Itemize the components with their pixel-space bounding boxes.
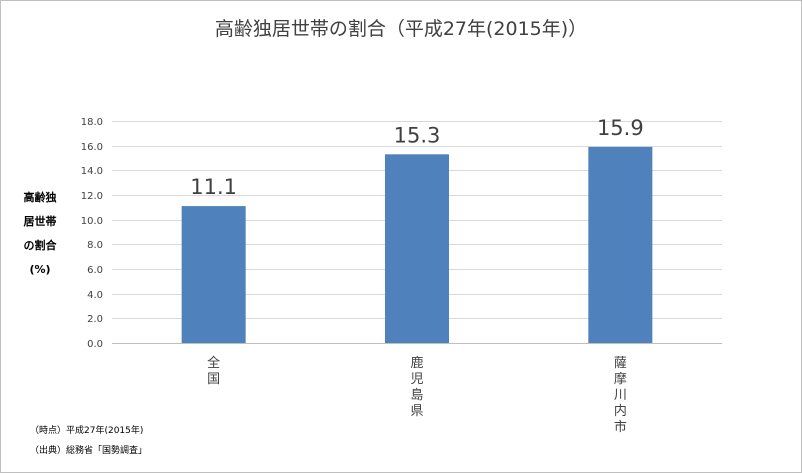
y-tick-label: 10.0 (81, 216, 103, 227)
x-category-label: 全国 (207, 355, 220, 387)
data-label: 15.9 (597, 116, 644, 140)
time-note: （時点）平成27年(2015年) (30, 426, 144, 436)
source-note: （出典）総務省「国勢調査」 (30, 446, 148, 456)
y-tick-label: 4.0 (87, 290, 103, 301)
y-tick-label: 0.0 (87, 339, 103, 350)
y-tick-label: 6.0 (87, 265, 103, 276)
y-axis-label-line: 高齢独 (23, 191, 57, 204)
bar (588, 146, 653, 343)
y-tick-label: 16.0 (81, 142, 103, 153)
x-category-label: 薩摩川内市 (614, 356, 627, 435)
y-axis-label-line: の割合 (23, 239, 57, 252)
y-tick-label: 18.0 (81, 117, 103, 128)
y-axis-label-line: (%) (29, 263, 51, 276)
y-tick-label: 2.0 (87, 314, 103, 325)
chart-title: 高齢独居世帯の割合（平成27年(2015年)） (214, 18, 588, 40)
y-tick-label: 12.0 (81, 191, 103, 202)
x-category-label: 鹿児島県 (410, 355, 423, 419)
chart-notes: （時点）平成27年(2015年) （出典）総務省「国勢調査」 (30, 421, 147, 461)
y-axis-label: 高齢独 居世帯 の割合 (%) (14, 186, 66, 282)
bar (385, 154, 449, 343)
data-label: 11.1 (190, 175, 237, 199)
data-label: 15.3 (394, 123, 441, 147)
y-axis-label-line: 居世帯 (23, 215, 57, 228)
bar (181, 206, 246, 343)
y-tick-label: 14.0 (81, 166, 103, 177)
y-tick-label: 8.0 (87, 240, 103, 251)
